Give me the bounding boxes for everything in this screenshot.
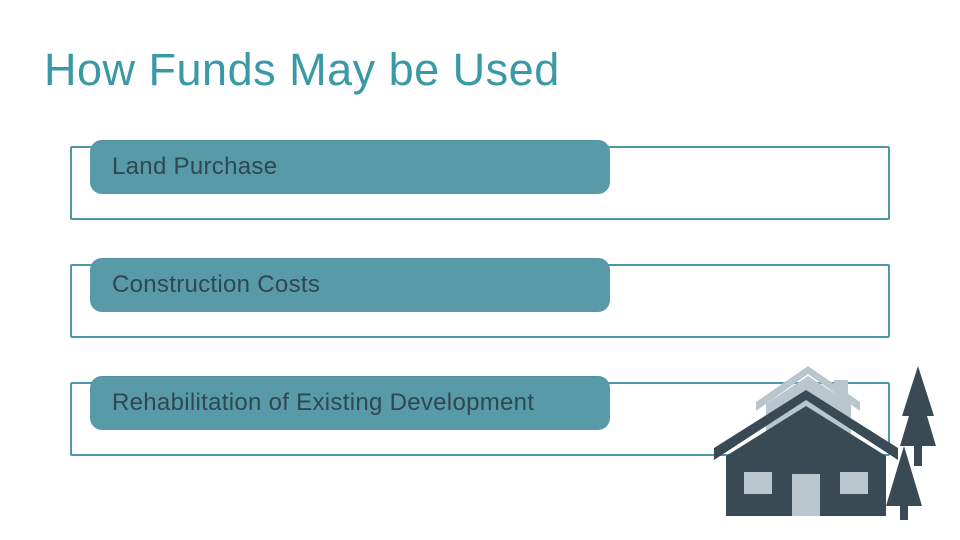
row-label: Rehabilitation of Existing Development — [112, 389, 534, 417]
page-title: How Funds May be Used — [44, 44, 560, 96]
house-icon — [696, 356, 936, 526]
row-pill: Rehabilitation of Existing Development — [90, 376, 610, 430]
row-item: Land Purchase — [70, 140, 890, 230]
row-item: Construction Costs — [70, 258, 890, 348]
house-illustration — [696, 356, 936, 526]
house-front-icon — [714, 390, 898, 516]
row-pill: Construction Costs — [90, 258, 610, 312]
slide: How Funds May be Used Land Purchase Cons… — [0, 0, 960, 540]
row-label: Construction Costs — [112, 271, 320, 299]
row-pill: Land Purchase — [90, 140, 610, 194]
row-label: Land Purchase — [112, 153, 277, 181]
